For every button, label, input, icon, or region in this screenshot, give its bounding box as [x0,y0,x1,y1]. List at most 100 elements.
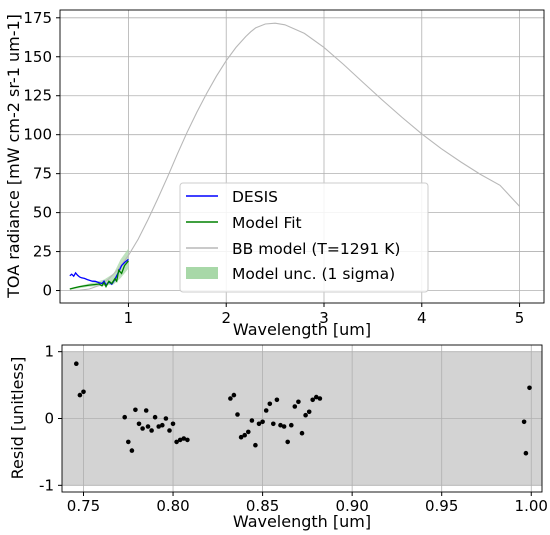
legend-label-model-uncertainty: Model unc. (1 sigma) [232,265,395,283]
radiance-y-tick-label: 75 [33,165,52,183]
residual-point [143,408,149,413]
residual-y-ticks: -1 0 1 [39,343,62,494]
residual-point [228,396,233,401]
residual-point [306,409,312,415]
residual-points [74,361,532,456]
residual-point [170,421,176,427]
residual-point [81,389,86,395]
residual-point [256,421,262,427]
radiance-grid [60,10,544,303]
residual-point [242,432,247,438]
residual-x-tick-label: 0.90 [335,497,368,515]
radiance-y-tick-label: 0 [42,282,52,300]
residual-point [163,416,169,421]
residual-point [281,424,287,429]
residual-x-axis-label: Wavelength [um] [233,512,371,531]
residual-point [231,392,237,398]
residual-point [177,437,183,443]
radiance-x-tick-label: 2 [221,309,231,327]
legend: DESIS Model Fit BB model (T=1291 K) Mode… [179,182,429,293]
radiance-y-tick-label: 150 [23,48,52,66]
residual-point [267,401,273,407]
residual-y-tick-label: -1 [39,476,54,494]
residual-point [122,414,127,420]
residual-point [145,424,151,429]
residual-point [253,442,258,448]
radiance-x-tick-label: 3 [319,309,329,327]
residual-point [292,404,298,409]
residual-x-tick-label: 0.75 [67,497,100,515]
residual-point [133,407,138,413]
residual-point [521,419,527,425]
model-fit-line [69,260,129,290]
residual-point [317,396,323,401]
residual-y-tick-label: 1 [44,343,54,361]
radiance-y-ticks: 0 25 50 75 100 125 150 175 [23,9,60,300]
residual-point [523,450,529,456]
legend-label-model-fit: Model Fit [232,214,302,232]
residual-point [289,422,294,428]
residual-point [299,430,305,436]
legend-item-model-uncertainty: Model unc. (1 sigma) [186,265,395,283]
radiance-x-tick-label: 5 [515,309,525,327]
residual-point [285,439,291,445]
legend-item-bb-model: BB model (T=1291 K) [186,240,400,258]
radiance-y-tick-label: 125 [23,87,52,105]
legend-box [179,182,429,293]
residual-grid [62,345,542,492]
residual-x-tick-label: 0.95 [425,497,458,515]
residual-point [235,412,240,417]
residual-plot-frame [61,344,543,493]
residual-point [271,421,276,427]
residual-x-tick-label: 1.00 [515,497,548,515]
residual-point [246,429,251,435]
legend-item-model-fit: Model Fit [186,214,302,232]
radiance-y-tick-label: 100 [23,126,52,144]
residual-point [74,361,79,367]
radiance-x-ticks: 1 2 3 4 5 [124,303,525,327]
residual-point [260,419,265,425]
residual-point [174,439,179,445]
residual-point [296,399,301,405]
residual-point [77,392,83,398]
residual-point [249,418,255,423]
desis-line [69,258,129,287]
residual-point [126,439,131,445]
residual-plot: 0.75 0.80 0.85 0.90 0.95 1.00 -1 0 1 Wavelength… [8,343,548,531]
residual-point [152,414,158,420]
legend-label-bb-model: BB model (T=1291 K) [232,240,400,258]
radiance-plot: 1 2 3 4 5 0 25 50 75 100 125 150 175 Wavelength [um… [4,9,545,339]
radiance-x-axis-label: Wavelength [um] [233,320,371,339]
legend-item-desis: DESIS [186,188,278,206]
residual-point [156,424,161,429]
radiance-x-tick-label: 1 [124,309,134,327]
residual-y-axis-label: Resid [unitless] [8,357,27,480]
residual-point [278,422,283,428]
bb-model-line [69,22,521,292]
residual-point [140,426,145,431]
radiance-y-tick-label: 50 [33,204,52,222]
residual-point [527,385,532,391]
legend-swatch-model-uncertainty [186,267,218,279]
radiance-x-tick-label: 4 [417,309,427,327]
residual-point [181,436,187,441]
residual-point [149,428,154,433]
residual-point [274,397,280,403]
residual-point [310,397,316,403]
residual-point [136,421,142,427]
residual-point [167,428,172,433]
residual-point [303,412,308,418]
radiance-y-axis-label: TOA radiance [mW cm-2 sr-1 um-1] [4,14,23,299]
residual-x-tick-label: 0.85 [246,497,279,515]
radiance-y-tick-label: 175 [23,9,52,27]
residual-point [263,408,269,413]
residual-point [314,394,319,400]
residual-x-tick-label: 0.80 [156,497,189,515]
residual-point [129,448,135,453]
residual-point [160,422,165,428]
legend-label-desis: DESIS [232,188,278,206]
residual-point [185,437,190,443]
residual-x-ticks: 0.75 0.80 0.85 0.90 0.95 1.00 [67,492,548,515]
radiance-y-tick-label: 25 [33,243,52,261]
